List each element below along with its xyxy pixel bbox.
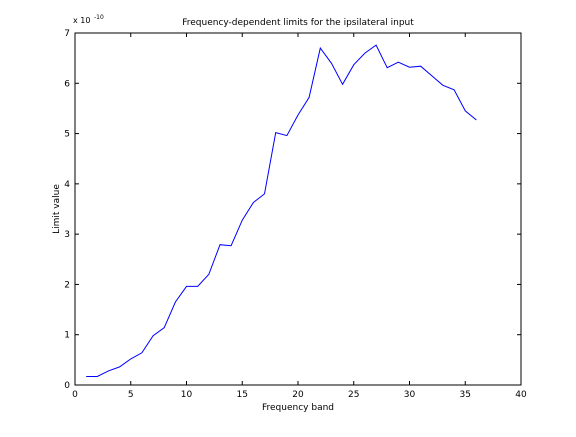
y-tick-label: 1 bbox=[64, 331, 70, 341]
y-tick-label: 6 bbox=[64, 79, 70, 89]
y-tick-label: 0 bbox=[64, 381, 70, 391]
y-tick-label: 5 bbox=[64, 130, 70, 140]
y-axis-ticks: 0 1 2 3 4 5 6 7 bbox=[64, 29, 521, 391]
chart-title: Frequency-dependent limits for the ipsil… bbox=[182, 18, 414, 28]
y-tick-label: 4 bbox=[64, 180, 70, 190]
x-tick-label: 35 bbox=[460, 390, 471, 400]
x-tick-label: 0 bbox=[72, 390, 78, 400]
x-tick-label: 30 bbox=[404, 390, 416, 400]
plot-area bbox=[74, 32, 522, 386]
y-axis-label: Limit value bbox=[52, 184, 62, 234]
y-tick-label: 7 bbox=[64, 29, 70, 39]
y-scale-multiplier: x 10 bbox=[73, 16, 90, 25]
x-tick-label: 15 bbox=[237, 390, 248, 400]
y-tick-label: 2 bbox=[64, 280, 70, 290]
x-tick-label: 40 bbox=[515, 390, 527, 400]
x-tick-label: 20 bbox=[292, 390, 304, 400]
x-tick-label: 10 bbox=[181, 390, 193, 400]
x-tick-label: 25 bbox=[348, 390, 359, 400]
x-axis-label: Frequency band bbox=[262, 403, 334, 413]
y-tick-label: 3 bbox=[64, 230, 70, 240]
x-tick-label: 5 bbox=[128, 390, 134, 400]
series-layer bbox=[86, 44, 477, 377]
y-scale-exponent: -10 bbox=[94, 14, 104, 21]
x-axis-ticks: 0 5 10 15 20 25 30 35 40 bbox=[72, 33, 527, 400]
series-line bbox=[86, 44, 477, 377]
